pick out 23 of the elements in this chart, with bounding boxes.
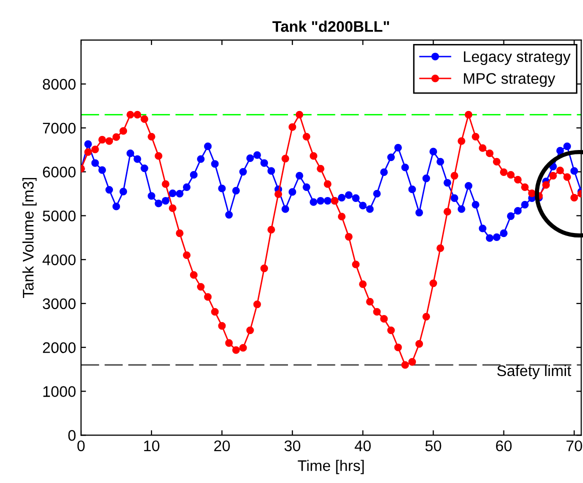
x-tick-label: 40 [354,440,371,452]
y-tick-label: 4000 [42,254,76,266]
y-tick-label: 1000 [43,386,76,397]
x-tick-label: 50 [425,440,442,452]
x-tick-label: 20 [214,440,230,452]
y-tick-label: 2000 [42,342,76,354]
x-axis-title: Time [hrs] [298,460,364,474]
y-axis-title: Tank Volume [m3] [22,178,37,298]
y-tick-label: 8000 [42,78,76,90]
y-tick-label: 3000 [42,298,76,310]
legend-label: Legacy strategy [464,51,571,66]
y-tick-label: 6000 [42,166,76,178]
legend-label: MPC strategy [464,73,556,87]
chart-title: Tank "d200BLL" [272,20,390,32]
x-tick-label: 30 [284,440,300,452]
x-tick-label: 10 [144,440,160,452]
x-tick-label: 70 [566,440,582,452]
x-tick-label: 0 [77,440,85,452]
y-tick-label: 0 [68,430,76,441]
y-tick-label: 5000 [42,210,76,222]
x-tick-label: 60 [496,440,512,452]
y-tick-label: 7000 [42,122,76,134]
ref-line-label: Safety limit [497,364,572,380]
